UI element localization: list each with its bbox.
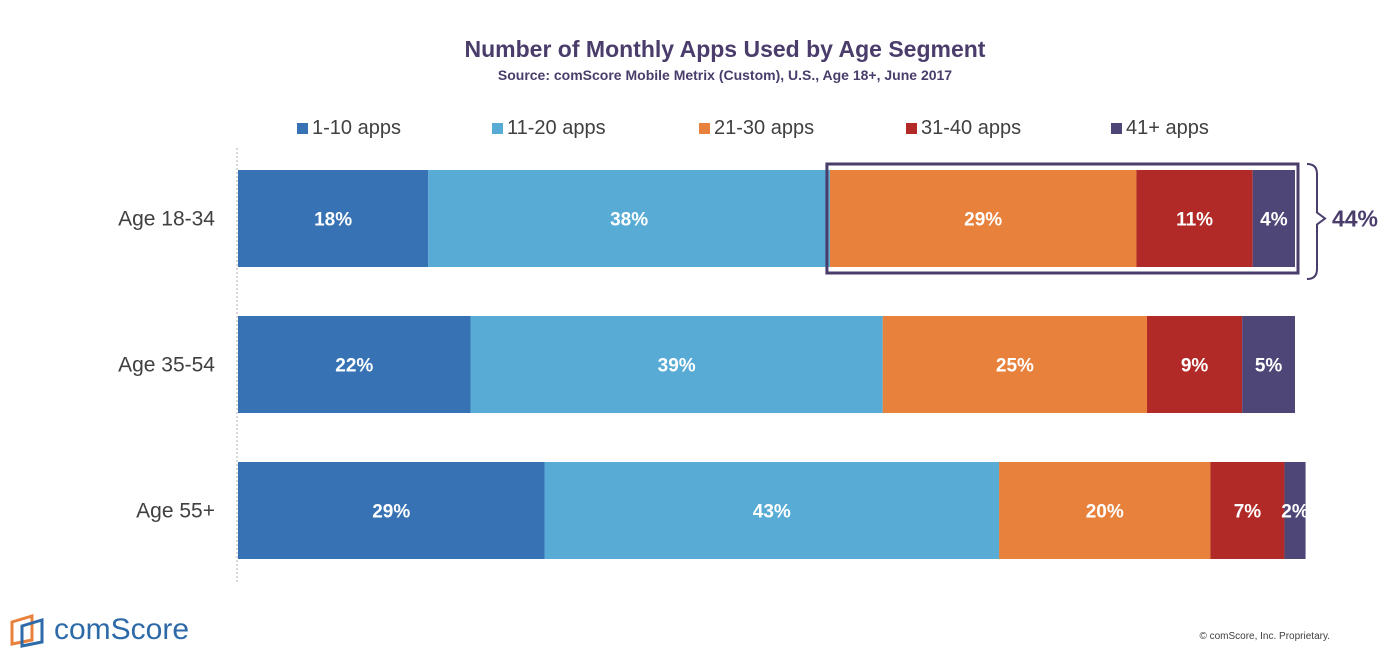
legend-label: 1-10 apps xyxy=(312,117,401,139)
bar-segment-31-40-apps xyxy=(1210,462,1285,559)
legend-swatch xyxy=(1111,123,1122,134)
bar-segment-1-10-apps xyxy=(238,462,545,559)
legend-item-21-30-apps: 21-30 apps xyxy=(699,117,814,140)
bar-segment-31-40-apps xyxy=(1147,316,1243,413)
bar-segment-11-20-apps xyxy=(544,462,1000,559)
data-label: 43% xyxy=(753,502,791,523)
data-label: 22% xyxy=(335,356,373,377)
copyright-notice: © comScore, Inc. Proprietary. xyxy=(1199,631,1330,642)
comscore-logo-text: comScore xyxy=(54,613,190,646)
data-label: 18% xyxy=(314,210,352,231)
bar-segment-41-plus-apps xyxy=(1284,462,1306,559)
data-label: 9% xyxy=(1181,356,1209,377)
bar-segment-1-10-apps xyxy=(238,316,471,413)
bar-segment-21-30-apps xyxy=(829,170,1137,267)
data-label: 29% xyxy=(964,210,1002,231)
data-label: 20% xyxy=(1086,502,1124,523)
data-label: 7% xyxy=(1234,502,1262,523)
legend-swatch xyxy=(906,123,917,134)
bar-segment-11-20-apps xyxy=(470,316,883,413)
bar-segment-41-plus-apps xyxy=(1252,170,1295,267)
data-label: 29% xyxy=(372,502,410,523)
bar-segment-21-30-apps xyxy=(999,462,1211,559)
legend-label: 21-30 apps xyxy=(714,117,815,139)
annotation-bracket xyxy=(1306,163,1327,280)
data-label: 11% xyxy=(1176,210,1213,231)
legend-item-1-10-apps: 1-10 apps xyxy=(297,117,401,140)
comscore-logo: comScore xyxy=(8,612,189,648)
annotation-label: 44% xyxy=(1332,206,1378,232)
data-label: 25% xyxy=(996,356,1034,377)
legend-swatch xyxy=(297,123,308,134)
bar-segment-21-30-apps xyxy=(882,316,1148,413)
chart-title: Number of Monthly Apps Used by Age Segme… xyxy=(464,36,986,62)
data-label: 39% xyxy=(658,356,696,377)
category-label: Age 55+ xyxy=(136,500,215,523)
chart-subtitle: Source: comScore Mobile Metrix (Custom),… xyxy=(497,67,953,83)
bar-segment-31-40-apps xyxy=(1136,170,1253,267)
category-label: Age 35-54 xyxy=(118,354,215,377)
data-label: 4% xyxy=(1260,210,1288,231)
bar-segment-1-10-apps xyxy=(238,170,429,267)
data-label: 2% xyxy=(1281,502,1309,523)
legend-swatch xyxy=(699,123,710,134)
data-label: 5% xyxy=(1255,356,1283,377)
legend-swatch xyxy=(492,123,503,134)
comscore-logo-icon xyxy=(10,613,44,648)
legend-item-11-20-apps: 11-20 apps xyxy=(492,117,606,140)
legend-item-41-plus-apps: 41+ apps xyxy=(1111,117,1209,140)
legend-label: 31-40 apps xyxy=(921,117,1022,139)
data-label: 38% xyxy=(610,210,648,231)
chart-legend: 1-10 apps 11-20 apps 21-30 apps 31-40 ap… xyxy=(0,117,1400,143)
highlight-box xyxy=(825,162,1300,275)
legend-item-31-40-apps: 31-40 apps xyxy=(906,117,1021,140)
bar-segment-11-20-apps xyxy=(428,170,830,267)
bar-segment-41-plus-apps xyxy=(1242,316,1295,413)
legend-label: 41+ apps xyxy=(1126,117,1209,139)
category-label: Age 18-34 xyxy=(118,208,215,231)
legend-label: 11-20 apps xyxy=(507,117,606,139)
